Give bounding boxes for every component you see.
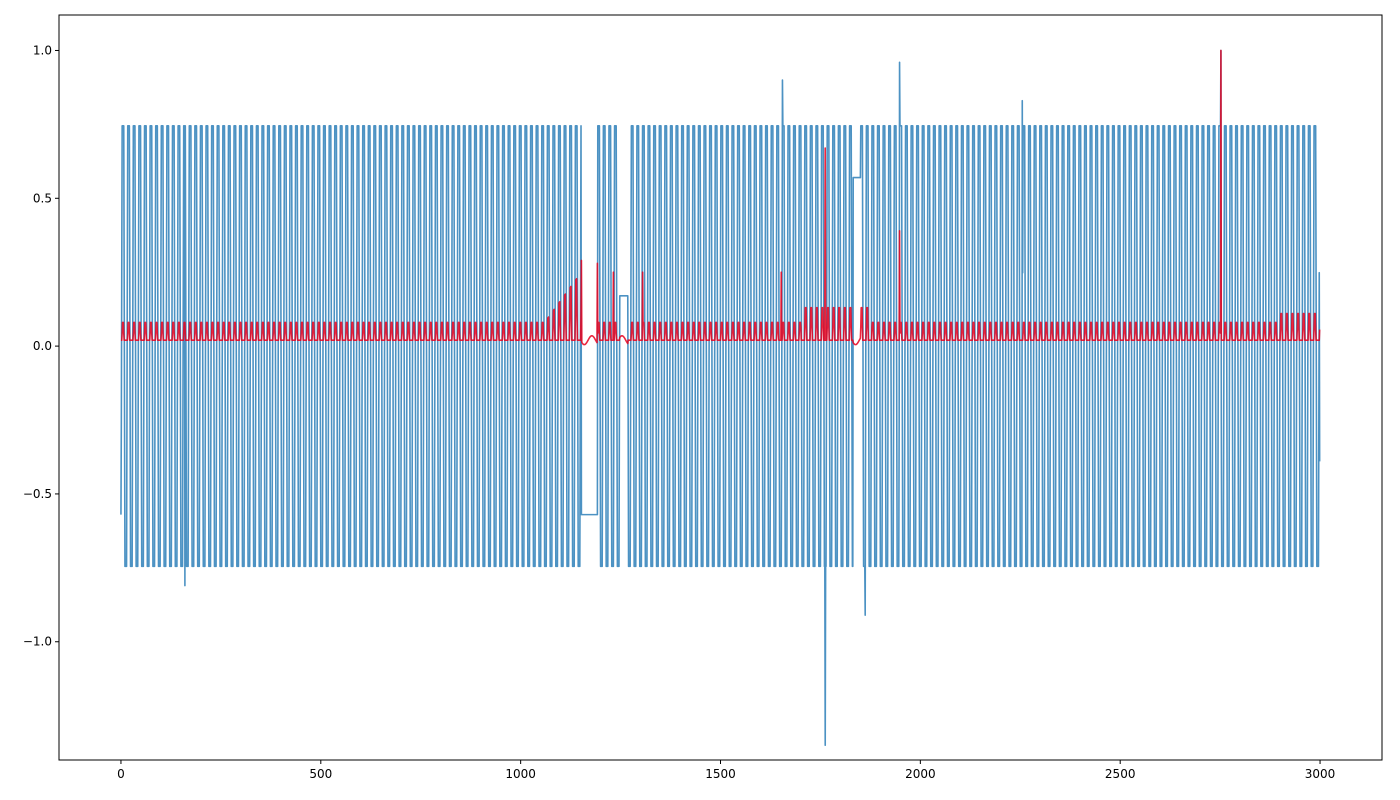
x-tick-label: 1500 (705, 767, 736, 781)
y-tick-label: 1.0 (33, 43, 52, 57)
x-tick-label: 500 (309, 767, 332, 781)
series-line (120, 49, 1321, 747)
x-tick-label: 0 (117, 767, 125, 781)
series-line (120, 49, 1321, 346)
x-tick-label: 3000 (1305, 767, 1336, 781)
y-axis: 1.0 0.5 0.0 −0.5 −1.0 (23, 43, 59, 649)
x-axis: 0 500 1000 1500 2000 2500 3000 (117, 760, 1335, 781)
x-tick-label: 2500 (1105, 767, 1136, 781)
x-tick-label: 2000 (905, 767, 936, 781)
y-tick-label: 0.5 (33, 191, 52, 205)
y-tick-label: −0.5 (23, 487, 52, 501)
x-tick-label: 1000 (505, 767, 536, 781)
y-tick-label: −1.0 (23, 635, 52, 649)
y-tick-label: 0.0 (33, 339, 52, 353)
series-lines (120, 49, 1321, 747)
